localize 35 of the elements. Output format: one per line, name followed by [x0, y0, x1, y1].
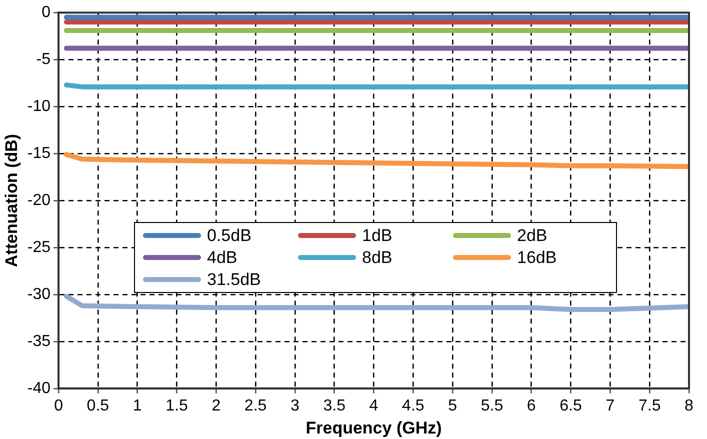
x-tick-label: 1.5 — [166, 397, 188, 414]
x-tick-label: 2.5 — [244, 397, 267, 414]
y-tick-label: -10 — [27, 98, 51, 115]
x-tick-label: 5 — [448, 397, 458, 414]
x-tick-label: 6.5 — [560, 397, 582, 414]
legend-label: 0.5dB — [207, 226, 252, 246]
legend-label: 1dB — [362, 226, 392, 246]
x-tick-label: 1 — [132, 397, 142, 414]
x-tick-label: 4.5 — [402, 397, 424, 414]
x-tick-label: 7.5 — [638, 397, 661, 414]
x-tick-label: 3.5 — [323, 397, 346, 414]
legend-label: 16dB — [517, 248, 557, 268]
y-tick-label: -15 — [27, 144, 51, 162]
y-tick-label: -20 — [27, 192, 51, 209]
x-axis-title: Frequency (GHz) — [306, 418, 442, 438]
x-tick-label: 8 — [684, 397, 694, 414]
legend-label: 4dB — [207, 248, 238, 268]
y-tick-label: -5 — [36, 50, 51, 68]
y-tick-label: -40 — [27, 380, 51, 397]
y-tick-label: -35 — [27, 332, 51, 350]
x-tick-label: 0.5 — [86, 397, 110, 414]
x-tick-label: 0 — [54, 397, 64, 414]
legend-label: 2dB — [517, 226, 548, 246]
x-tick-label: 3 — [290, 397, 300, 414]
legend-label: 8dB — [362, 248, 392, 268]
y-tick-label: -25 — [27, 238, 51, 256]
x-tick-label: 7 — [606, 397, 615, 414]
x-tick-label: 5.5 — [480, 397, 504, 414]
x-tick-label: 2 — [212, 397, 221, 414]
x-tick-label: 6 — [526, 397, 536, 414]
legend-label: 31.5dB — [207, 270, 261, 290]
y-tick-label: 0 — [42, 4, 51, 22]
y-tick-label: -30 — [27, 286, 51, 303]
x-tick-label: 4 — [369, 397, 378, 414]
y-axis-title: Attenuation (dB) — [2, 134, 21, 268]
